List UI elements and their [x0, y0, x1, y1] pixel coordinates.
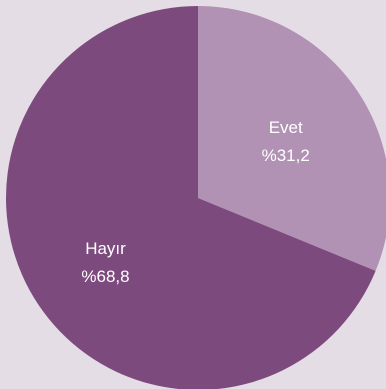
pie-slice-2	[6, 6, 376, 389]
pie-slices	[6, 6, 386, 389]
slice-value-label-1: %31,2	[262, 146, 310, 165]
slice-value-label-2: %68,8	[81, 267, 129, 286]
slice-label-2: Hayır	[85, 239, 126, 258]
slice-label-1: Evet	[269, 118, 303, 137]
pie-labels: Evet %31,2 Hayır %68,8	[81, 118, 309, 286]
pie-slice-1	[198, 6, 386, 271]
